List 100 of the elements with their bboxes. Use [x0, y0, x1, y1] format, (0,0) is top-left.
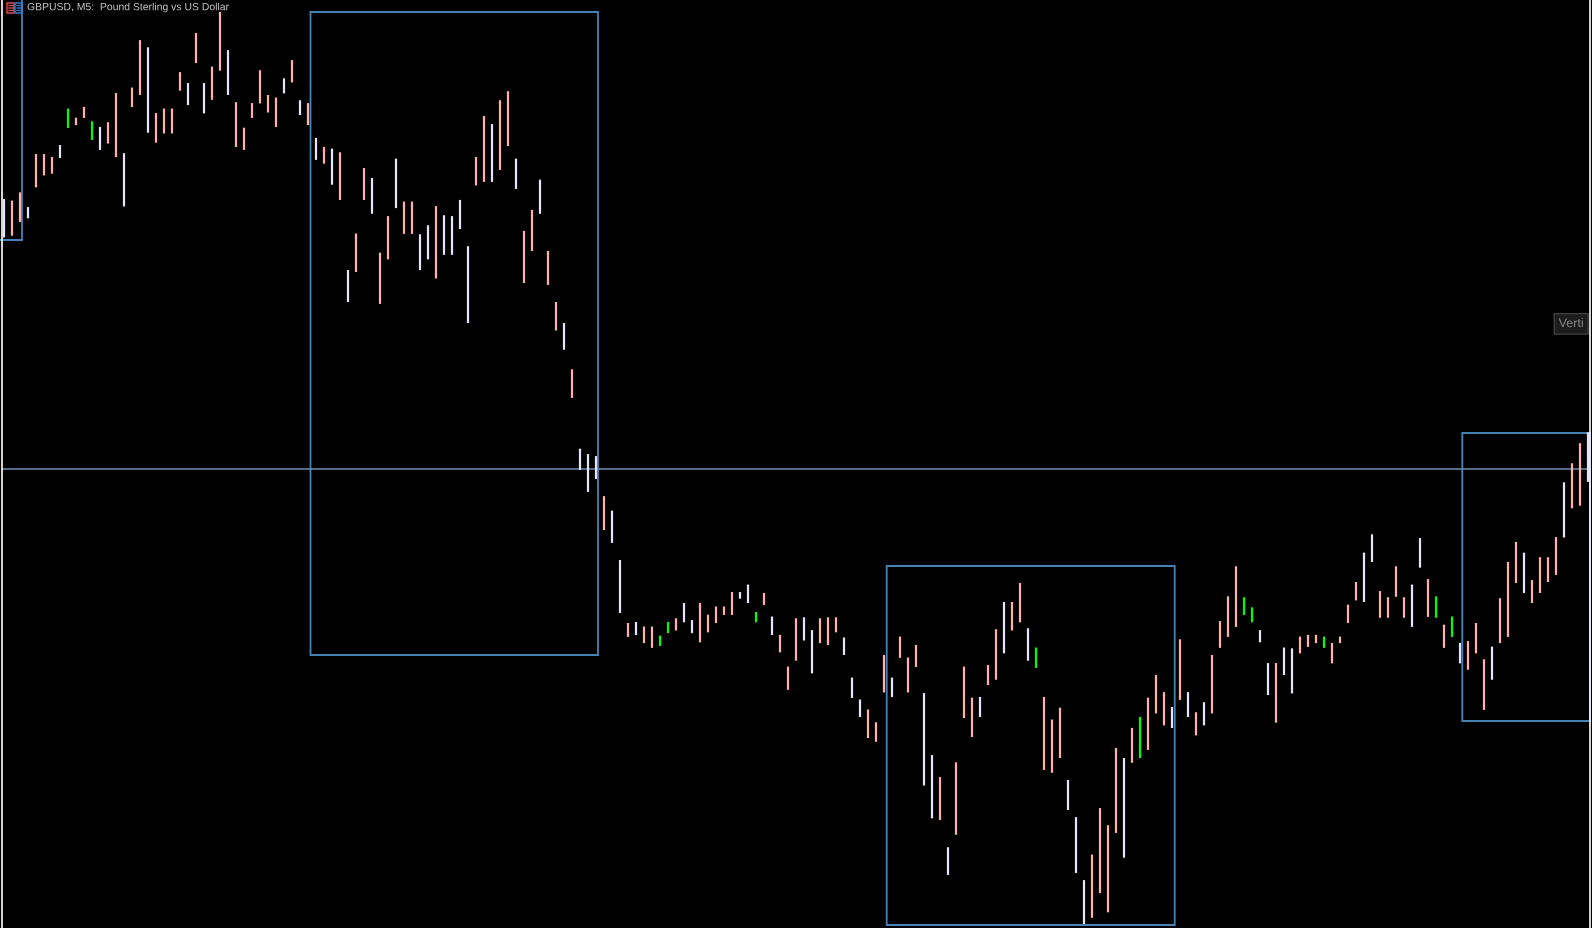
- candlestick: [1538, 556, 1542, 595]
- candlestick: [1482, 658, 1486, 711]
- candlestick: [1178, 638, 1182, 701]
- chart-title: GBPUSD, M5: Pound Sterling vs US Dollar: [27, 2, 229, 13]
- candlestick: [1290, 647, 1294, 695]
- candlestick: [1074, 816, 1078, 875]
- candlestick: [722, 605, 726, 616]
- candlestick: [1410, 583, 1414, 628]
- candlestick: [242, 126, 246, 151]
- annotation: Verti: [1558, 318, 1583, 328]
- candlestick: [1402, 596, 1406, 619]
- candlestick: [42, 153, 46, 177]
- candlestick: [146, 46, 150, 134]
- candlestick: [1330, 642, 1334, 665]
- candlestick: [674, 617, 678, 632]
- candlestick: [754, 610, 758, 624]
- candlestick: [610, 509, 614, 544]
- candlestick: [738, 590, 742, 600]
- candlestick: [1202, 701, 1206, 727]
- candlestick: [282, 77, 286, 95]
- candlestick: [386, 215, 390, 261]
- candlestick: [802, 616, 806, 642]
- candlestick: [794, 617, 798, 662]
- candlestick: [106, 121, 110, 145]
- candlestick: [1050, 718, 1054, 774]
- candlestick: [554, 300, 558, 332]
- candlestick: [498, 99, 502, 171]
- candlestick: [1242, 596, 1246, 616]
- candlestick: [250, 102, 254, 119]
- candlestick: [210, 65, 214, 101]
- candlestick: [770, 615, 774, 637]
- candlestick: [962, 665, 966, 719]
- candlestick: [930, 754, 934, 820]
- candlestick: [258, 69, 262, 105]
- candlestick: [50, 155, 54, 175]
- candlestick: [66, 107, 70, 129]
- candlestick: [826, 616, 830, 647]
- candlestick: [58, 144, 62, 160]
- candlestick: [994, 628, 998, 681]
- candlestick: [202, 82, 206, 115]
- candlestick: [1146, 696, 1150, 751]
- candlestick: [434, 205, 438, 280]
- candlestick: [1274, 662, 1278, 724]
- candlestick: [1490, 645, 1494, 681]
- candlestick: [538, 178, 542, 215]
- candlestick: [1250, 606, 1254, 624]
- candlestick: [1426, 578, 1430, 618]
- candlestick: [130, 86, 134, 108]
- candlestick: [866, 708, 870, 740]
- candlestick: [490, 123, 494, 183]
- candlestick: [1394, 565, 1398, 598]
- candlestick: [18, 191, 22, 223]
- candlestick: [474, 155, 478, 187]
- candlestick: [1554, 536, 1558, 576]
- candlestick: [834, 616, 838, 634]
- candlestick: [1450, 615, 1454, 638]
- candlestick: [218, 10, 222, 72]
- candlestick: [1218, 620, 1222, 649]
- candlestick: [898, 635, 902, 659]
- candlestick: [594, 455, 598, 481]
- candlestick: [1106, 824, 1110, 914]
- candlestick: [1234, 565, 1238, 628]
- candlestick: [1090, 853, 1094, 919]
- candlestick: [354, 232, 358, 274]
- candlestick: [154, 112, 158, 144]
- candlestick: [890, 676, 894, 699]
- candlestick: [162, 107, 166, 135]
- candlestick: [1378, 590, 1382, 619]
- candlestick: [1226, 595, 1230, 638]
- candlestick: [1562, 481, 1566, 539]
- candlestick: [1442, 623, 1446, 649]
- candlestick: [1370, 533, 1374, 564]
- candlestick: [442, 214, 446, 256]
- candlestick: [730, 590, 734, 616]
- candlestick: [1586, 431, 1590, 483]
- candlestick: [874, 721, 878, 743]
- candlestick: [658, 634, 662, 647]
- candlestick: [650, 625, 654, 649]
- candlestick: [1474, 621, 1478, 655]
- candlestick: [570, 368, 574, 399]
- candlestick: [1162, 691, 1166, 727]
- candlestick: [426, 224, 430, 261]
- candlestick: [634, 621, 638, 637]
- candlestick: [954, 761, 958, 836]
- candlestick: [330, 147, 334, 186]
- candlestick: [578, 447, 582, 471]
- candlestick: [122, 152, 126, 208]
- candlestick: [706, 613, 710, 634]
- candlestick: [34, 153, 38, 189]
- candlestick: [842, 636, 846, 657]
- candlestick: [26, 206, 30, 220]
- candlestick: [274, 96, 278, 129]
- candlestick: [1322, 635, 1326, 649]
- candlestick: [1010, 600, 1014, 632]
- candlestick: [410, 200, 414, 235]
- candlestick: [1258, 629, 1262, 644]
- candlestick: [1194, 711, 1198, 737]
- candlestick: [450, 215, 454, 256]
- candlestick: [1466, 640, 1470, 671]
- candlestick: [850, 676, 854, 699]
